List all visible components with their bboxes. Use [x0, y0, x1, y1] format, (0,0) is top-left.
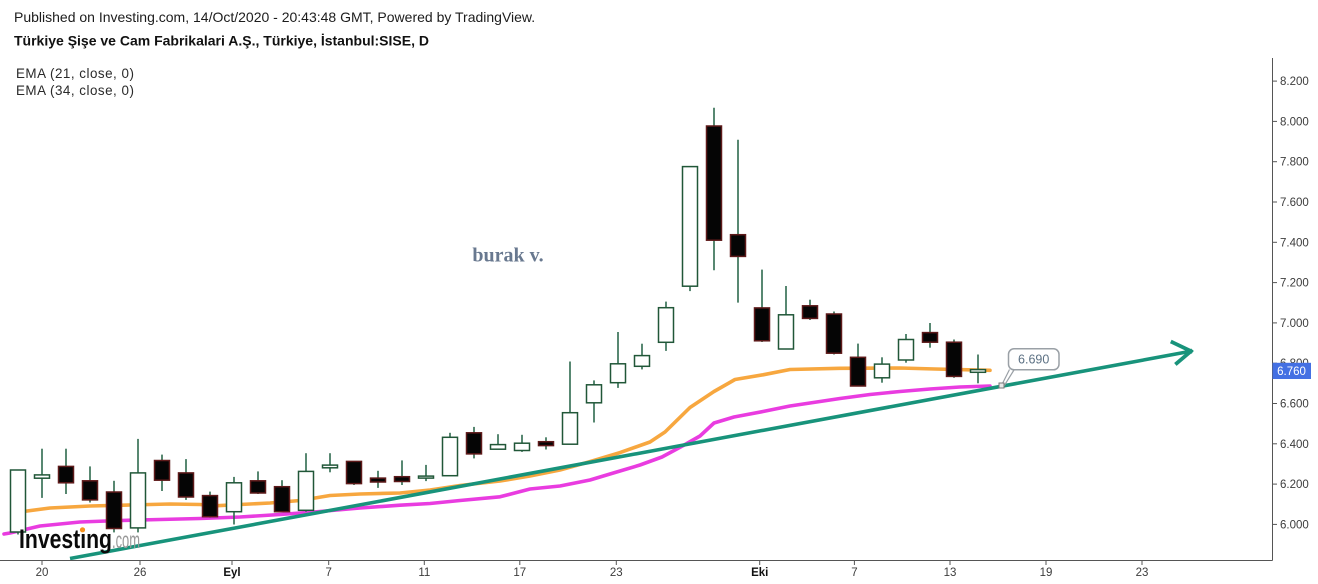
svg-text:6.690: 6.690: [1018, 353, 1049, 367]
svg-text:7.600: 7.600: [1280, 197, 1309, 209]
svg-text:13: 13: [944, 567, 957, 579]
svg-text:6.600: 6.600: [1280, 399, 1309, 411]
svg-text:EMA (21, close, 0): EMA (21, close, 0): [16, 66, 134, 81]
svg-text:7: 7: [851, 567, 857, 579]
svg-text:11: 11: [418, 567, 430, 579]
svg-text:8.200: 8.200: [1280, 76, 1309, 88]
svg-text:19: 19: [1040, 567, 1053, 579]
svg-text:26: 26: [134, 567, 147, 579]
svg-text:Türkiye Şişe ve Cam Fabrikalar: Türkiye Şişe ve Cam Fabrikalari A.Ş., Tü…: [14, 33, 429, 49]
svg-text:7.800: 7.800: [1280, 157, 1309, 169]
svg-text:burak v.: burak v.: [472, 245, 543, 267]
svg-text:8.000: 8.000: [1280, 116, 1309, 128]
svg-text:Eki: Eki: [751, 567, 768, 579]
svg-text:17: 17: [513, 567, 526, 579]
svg-text:6.400: 6.400: [1280, 439, 1309, 451]
svg-text:7: 7: [325, 567, 331, 579]
svg-text:Investing: Investing: [19, 524, 112, 554]
svg-text:7.400: 7.400: [1280, 237, 1309, 249]
svg-text:Eyl: Eyl: [223, 567, 240, 579]
svg-text:7.200: 7.200: [1280, 278, 1309, 290]
svg-text:7.000: 7.000: [1280, 318, 1309, 330]
svg-text:Published on Investing.com, 14: Published on Investing.com, 14/Oct/2020 …: [14, 9, 535, 25]
svg-text:6.200: 6.200: [1280, 479, 1309, 491]
svg-text:6.760: 6.760: [1277, 366, 1306, 378]
svg-text:6.000: 6.000: [1280, 519, 1309, 531]
svg-text:20: 20: [36, 567, 49, 579]
svg-text:EMA (34, close, 0): EMA (34, close, 0): [16, 83, 134, 98]
svg-text:23: 23: [610, 567, 623, 579]
svg-text:.com: .com: [112, 527, 140, 553]
svg-text:23: 23: [1136, 567, 1149, 579]
